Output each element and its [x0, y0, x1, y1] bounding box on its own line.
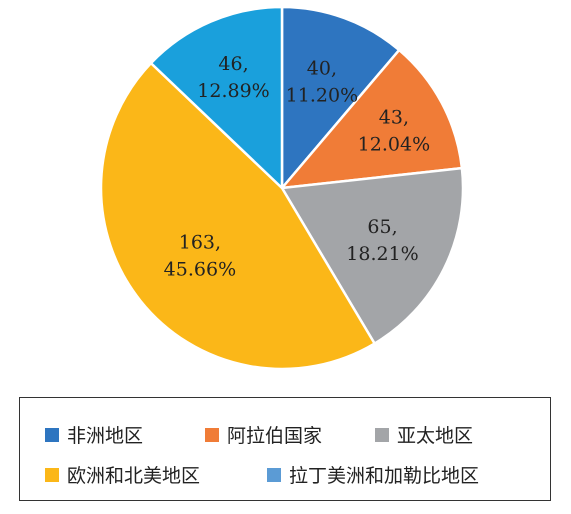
data-label-percent-asia-pacific: 18.21%: [346, 243, 418, 265]
pie-slice-europe-north-america: [99, 61, 376, 371]
legend-label-africa: 非洲地区: [67, 425, 144, 447]
legend-swatch-latin-america-caribbean: [267, 467, 281, 482]
data-label-percent-europe-north-america: 45.66%: [164, 259, 236, 281]
legend-label-arab-states: 阿拉伯国家: [227, 425, 323, 447]
data-label-percent-arab-states: 12.04%: [358, 134, 430, 156]
pie-slice-latin-america-caribbean: [149, 5, 284, 190]
legend-item-africa: 非洲地区: [45, 421, 143, 448]
data-label-value-africa: 40,: [307, 57, 337, 79]
legend-item-europe-north-america: 欧洲和北美地区: [45, 461, 200, 488]
pie-slice-africa: [280, 5, 401, 190]
legend-label-latin-america-caribbean: 拉丁美洲和加勒比地区: [289, 465, 480, 487]
legend-item-arab-states: 阿拉伯国家: [205, 421, 322, 448]
data-label-percent-latin-america-caribbean: 12.89%: [197, 80, 269, 102]
pie-chart: 40, 11.20% 43, 12.04% 65, 18.21% 163, 45.66% 46,…: [99, 5, 465, 371]
pie-slice-asia-pacific: [280, 166, 465, 345]
legend-label-asia-pacific: 亚太地区: [397, 425, 474, 447]
data-label-value-europe-north-america: 163,: [179, 232, 221, 254]
data-label-value-asia-pacific: 65,: [367, 216, 397, 238]
data-label-percent-africa: 11.20%: [286, 84, 358, 106]
legend-item-latin-america-caribbean: 拉丁美洲和加勒比地区: [267, 461, 479, 488]
legend: 非洲地区 阿拉伯国家 亚太地区 欧洲和北美地区 拉丁美洲和加勒比地区: [19, 397, 551, 501]
pie-labels: 40, 11.20% 43, 12.04% 65, 18.21% 163, 45.66% 46,…: [164, 53, 430, 281]
legend-label-europe-north-america: 欧洲和北美地区: [67, 465, 201, 487]
pie-slices: [99, 5, 465, 371]
data-label-value-latin-america-caribbean: 46,: [218, 53, 248, 75]
data-label-value-arab-states: 43,: [379, 107, 409, 129]
legend-swatch-europe-north-america: [45, 467, 59, 482]
pie-slice-arab-states: [280, 48, 464, 190]
legend-swatch-africa: [45, 427, 59, 442]
legend-swatch-arab-states: [205, 427, 219, 442]
legend-item-asia-pacific: 亚太地区: [375, 421, 473, 448]
legend-swatch-asia-pacific: [375, 427, 389, 442]
